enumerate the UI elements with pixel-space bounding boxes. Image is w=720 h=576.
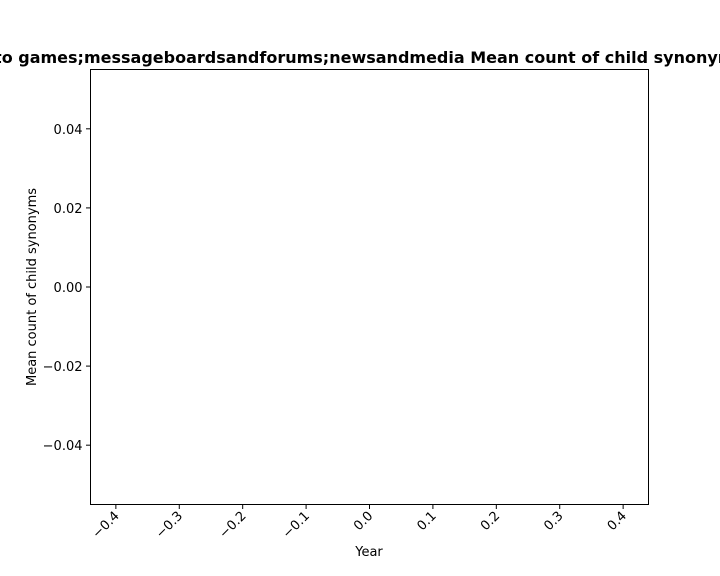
- y-axis-label: Mean count of child synonyms: [25, 188, 40, 386]
- y-tick-label: 0.00: [54, 281, 83, 296]
- y-tick-label: −0.04: [43, 439, 83, 454]
- chart-title: to games;messageboardsandforums;newsandm…: [0, 48, 720, 67]
- y-tick-label: 0.04: [54, 123, 83, 138]
- y-tick-label: −0.02: [43, 360, 83, 375]
- x-axis-label: Year: [354, 545, 383, 560]
- y-axis: 0.04 0.02 0.00 −0.02 −0.04: [43, 123, 91, 454]
- y-tick-label: 0.02: [54, 202, 83, 217]
